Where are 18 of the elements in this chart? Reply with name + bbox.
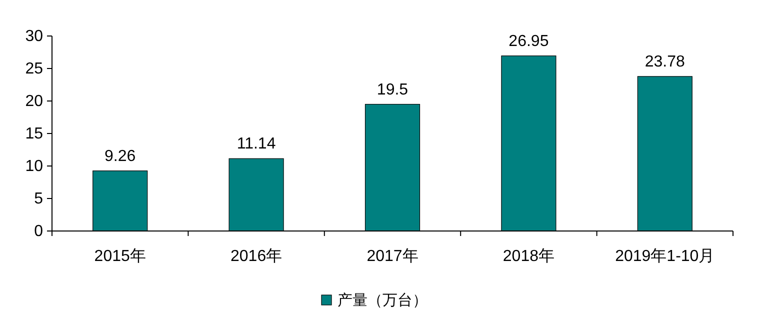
x-tick-label: 2015年 [94, 248, 146, 265]
y-tick-label: 20 [25, 93, 44, 110]
data-label: 9.26 [104, 148, 136, 165]
legend-label: 产量（万台） [338, 292, 428, 309]
y-tick-label: 30 [25, 28, 44, 45]
y-tick-label: 5 [34, 190, 44, 208]
data-label: 26.95 [508, 32, 549, 50]
y-tick-label: 0 [34, 223, 44, 240]
data-label: 23.78 [644, 53, 686, 70]
y-tick-label: 25 [25, 60, 44, 78]
y-tick-label: 10 [25, 158, 44, 175]
y-tick-label: 15 [25, 126, 44, 142]
x-tick-label: 2019年1-10月 [615, 248, 715, 265]
data-label: 19.5 [376, 81, 408, 98]
x-tick-label: 2018年 [502, 248, 554, 265]
x-tick-label: 2017年 [366, 248, 418, 265]
data-label: 11.14 [236, 136, 276, 153]
x-tick-label: 2016年 [230, 248, 282, 265]
